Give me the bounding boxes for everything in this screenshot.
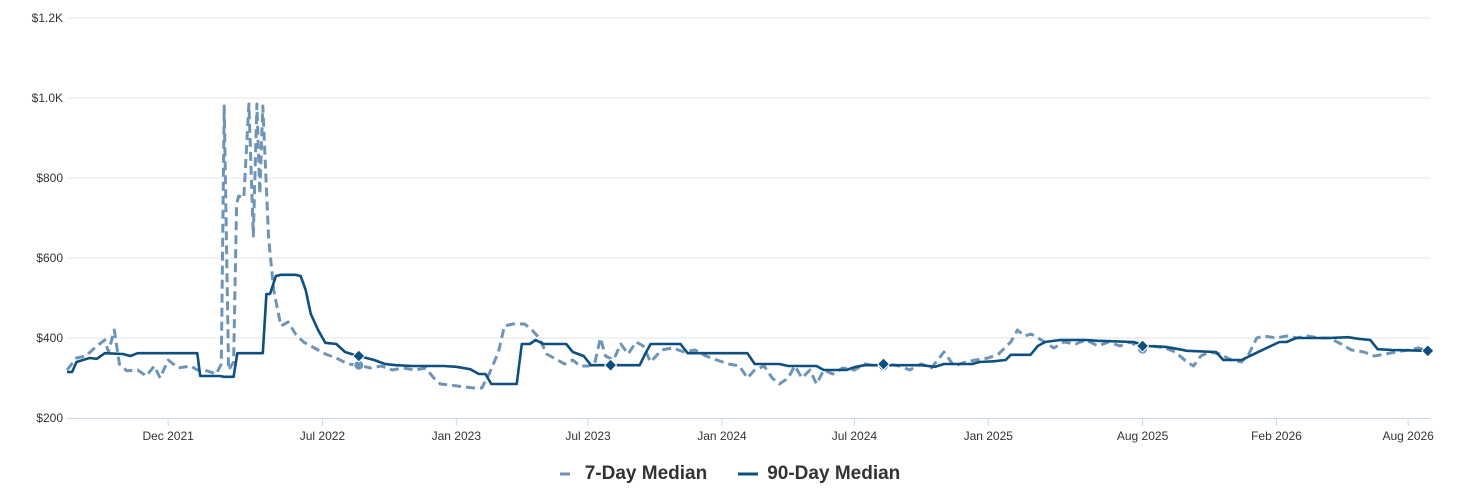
y-tick-label: $1.0K [32,91,63,105]
series-line-90-day-median[interactable] [67,273,1428,386]
x-tick-label: Aug 2026 [1382,429,1434,443]
data-point-90-day-median[interactable] [352,349,366,363]
data-point-90-day-median[interactable] [1421,344,1435,358]
price-median-chart: $200 $400 $600 $800 $1.0K $1.2K Dec 2021 Jul 2… [32,11,1435,443]
legend-label-7-day-median: 7-Day Median [584,463,708,484]
x-tick-label: Jul 2022 [300,429,346,443]
x-tick-label: Dec 2021 [142,429,194,443]
legend-item-90-day-median[interactable]: 90-Day Median [737,463,900,485]
data-point-90-day-median[interactable] [1135,339,1150,353]
y-tick-label: $400 [36,331,63,345]
legend-label-90-day-median: 90-Day Median [767,463,901,484]
y-tick-label: $800 [36,171,63,185]
gridlines [67,17,1430,339]
x-tick-label: Jul 2023 [565,429,611,443]
solid-line-icon [738,472,759,476]
x-tick-label: Jul 2024 [832,429,878,443]
x-axis: Dec 2021 Jul 2022 Jan 2023 Jul 2023 Jan 2024… [67,418,1434,443]
series-layer [65,102,1429,390]
x-tick-label: Jan 2023 [432,429,482,443]
y-tick-label: $1.2K [32,11,63,25]
y-axis: $200 $400 $600 $800 $1.0K $1.2K [32,11,64,425]
x-tick-label: Jan 2024 [697,429,747,443]
data-point-90-day-median[interactable] [603,358,618,372]
y-tick-label: $600 [36,251,63,265]
legend-item-7-day-median[interactable]: 7-Day Median [559,463,707,485]
dashed-line-icon [559,472,570,476]
x-tick-label: Feb 2026 [1251,429,1302,443]
legend: 7-Day Median 90-Day Median [0,460,1459,488]
data-point-90-day-median[interactable] [876,357,891,371]
x-tick-label: Jan 2025 [964,429,1014,443]
x-tick-label: Aug 2025 [1117,429,1169,443]
series-line-7-day-median[interactable] [65,102,1429,390]
marker-layer [352,339,1435,372]
y-tick-label: $200 [36,411,63,425]
